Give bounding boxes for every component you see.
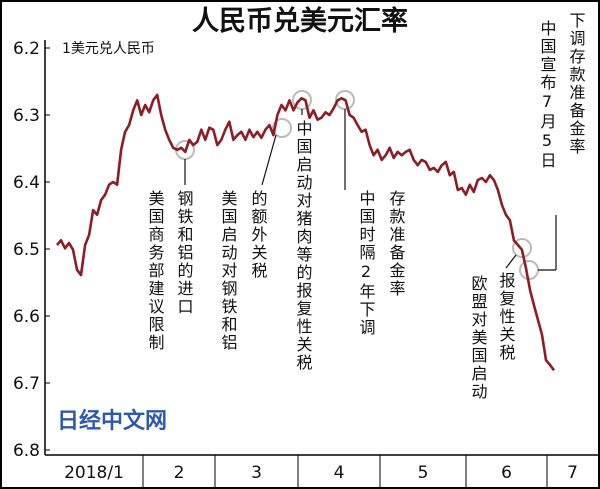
x-tick-label: 6 — [501, 463, 512, 483]
annotation: 美国商务部建议限制 — [146, 190, 165, 352]
annotation: 报复性关税 — [497, 272, 516, 362]
leader-lines — [184, 109, 557, 271]
annotation: 存款准备金率 — [387, 190, 406, 298]
watermark: 日经中文网 — [57, 408, 167, 434]
annotation: 中国时隔2年下调 — [357, 190, 376, 337]
x-tick-label: 7 — [567, 463, 578, 483]
annotation: 下调存款准备金率 — [567, 12, 586, 156]
y-tick-label: 6.2 — [13, 39, 40, 59]
y-tick-label: 6.6 — [13, 307, 40, 327]
y-tick-label: 6.8 — [13, 441, 40, 461]
line — [56, 93, 556, 372]
annotation: 钢铁和铝的进口 — [175, 190, 194, 316]
x-tick-label: 2 — [174, 463, 185, 483]
annotation: 中国宣布7月5日 — [538, 20, 557, 170]
y-tick-label: 6.4 — [13, 173, 40, 193]
annotation: 的额外关税 — [249, 190, 268, 280]
x-tick-label: 3 — [251, 463, 262, 483]
subtitle: 1美元兑人民币 — [62, 41, 155, 57]
annotation: 中国启动对猪肉等的报复性关税 — [294, 120, 313, 372]
x-tick-label: 2018/1 — [64, 463, 124, 483]
chart-title: 人民币兑美元汇率 — [192, 5, 408, 37]
annotation: 美国启动对钢铁和铝 — [219, 190, 238, 352]
y-tick-label: 6.7 — [13, 374, 40, 394]
y-tick-label: 6.3 — [13, 106, 40, 126]
y-tick-label: 6.5 — [13, 240, 40, 260]
annotation: 欧盟对美国启动 — [469, 275, 488, 401]
x-tick-label: 5 — [418, 463, 429, 483]
x-tick-label: 4 — [334, 463, 345, 483]
